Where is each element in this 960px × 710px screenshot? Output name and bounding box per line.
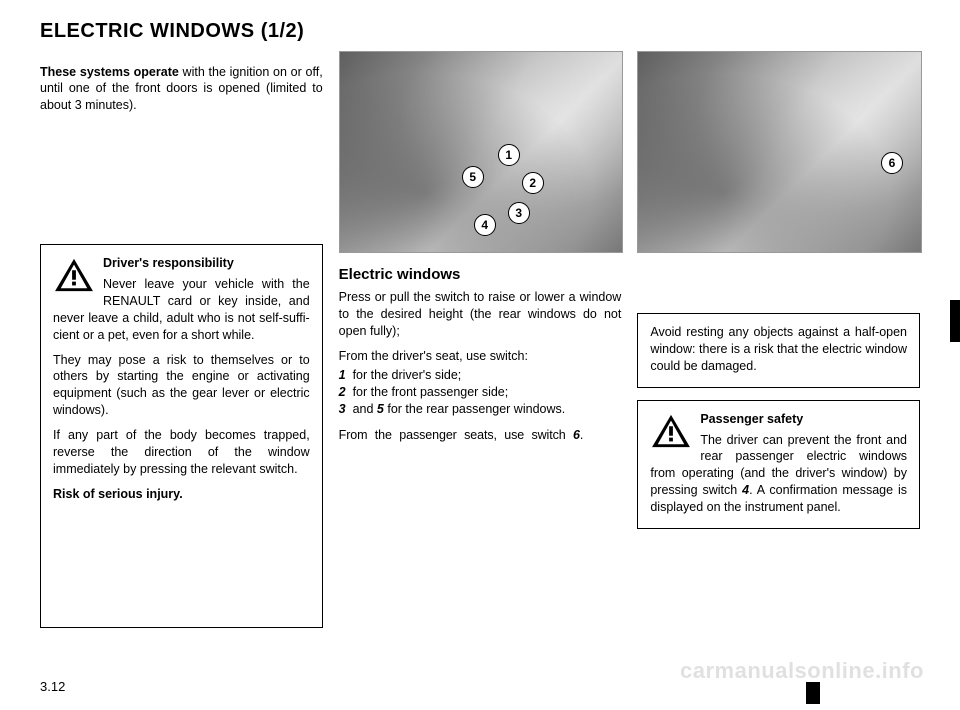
column-1: These systems operate with the igni­tion… [40, 51, 323, 628]
column-3: 35608 6 Avoid resting any objects agains… [637, 51, 920, 628]
spacer [637, 265, 920, 313]
columns: These systems operate with the igni­tion… [40, 51, 920, 628]
section-p3: From the passenger seats, use switch 6. [339, 427, 622, 444]
column-2: 35607 1 2 3 4 5 Electric windows Press o… [339, 51, 622, 628]
p3a: From the passenger seats, use switch [339, 428, 573, 442]
warning-box-passenger: Passenger safety The driver can prevent … [637, 400, 920, 529]
photo1-id: 35607 [620, 56, 623, 81]
photo-passenger-door: 35608 6 [637, 51, 922, 253]
list-item-2: 2 for the front passenger side; [339, 384, 622, 401]
warning-box-driver: Driver's responsibility Never leave your… [40, 244, 323, 628]
li1-text: for the driver's side; [353, 368, 462, 382]
callout-4: 4 [474, 214, 496, 236]
li3a-text: and [353, 402, 377, 416]
page-title: ELECTRIC WINDOWS (1/2) [40, 20, 920, 43]
warn1-p2: They may pose a risk to themselves or to… [53, 352, 310, 420]
page-number: 3.12 [40, 679, 65, 694]
warn1-p4-text: Risk of serious injury. [53, 487, 183, 501]
list-item-1: 1 for the driver's side; [339, 367, 622, 384]
warn1-p4: Risk of serious injury. [53, 486, 310, 503]
callout-6: 6 [881, 152, 903, 174]
callout-3: 3 [508, 202, 530, 224]
intro-bold: These systems operate [40, 65, 179, 79]
callout-1: 1 [498, 144, 520, 166]
watermark: carmanualsonline.info [680, 658, 924, 684]
side-tab-icon [950, 300, 960, 342]
section-p1: Press or pull the switch to raise or low… [339, 289, 622, 340]
num-1: 1 [339, 368, 346, 382]
warning-triangle-icon [650, 413, 692, 449]
manual-page: ELECTRIC WINDOWS (1/2) These systems ope… [40, 20, 920, 690]
callout-5: 5 [462, 166, 484, 188]
list-item-3: 3 and 5 for the rear passenger win­dows. [339, 401, 622, 418]
section-p2: From the driver's seat, use switch: [339, 348, 622, 365]
warning-triangle-icon [53, 257, 95, 293]
avoid-text: Avoid resting any objects against a half… [650, 324, 907, 375]
num-2: 2 [339, 385, 346, 399]
callout-2: 2 [522, 172, 544, 194]
box-avoid: Avoid resting any objects against a half… [637, 313, 920, 388]
li2-text: for the front passenger side; [353, 385, 509, 399]
li3b-text: for the rear passenger win­dows. [384, 402, 565, 416]
p3b: . [580, 428, 583, 442]
num-3: 3 [339, 402, 346, 416]
num-6-ref: 6 [573, 428, 580, 442]
black-tab-icon [806, 682, 820, 704]
title-part: (1/2) [261, 20, 305, 42]
section-heading: Electric windows [339, 265, 622, 285]
warn1-p3: If any part of the body becomes trapped,… [53, 427, 310, 478]
title-main: ELECTRIC WINDOWS [40, 20, 255, 42]
photo2-id: 35608 [919, 56, 922, 81]
photo-driver-door: 35607 1 2 3 4 5 [339, 51, 624, 253]
num-5: 5 [377, 402, 384, 416]
intro-text: These systems operate with the igni­tion… [40, 64, 323, 115]
